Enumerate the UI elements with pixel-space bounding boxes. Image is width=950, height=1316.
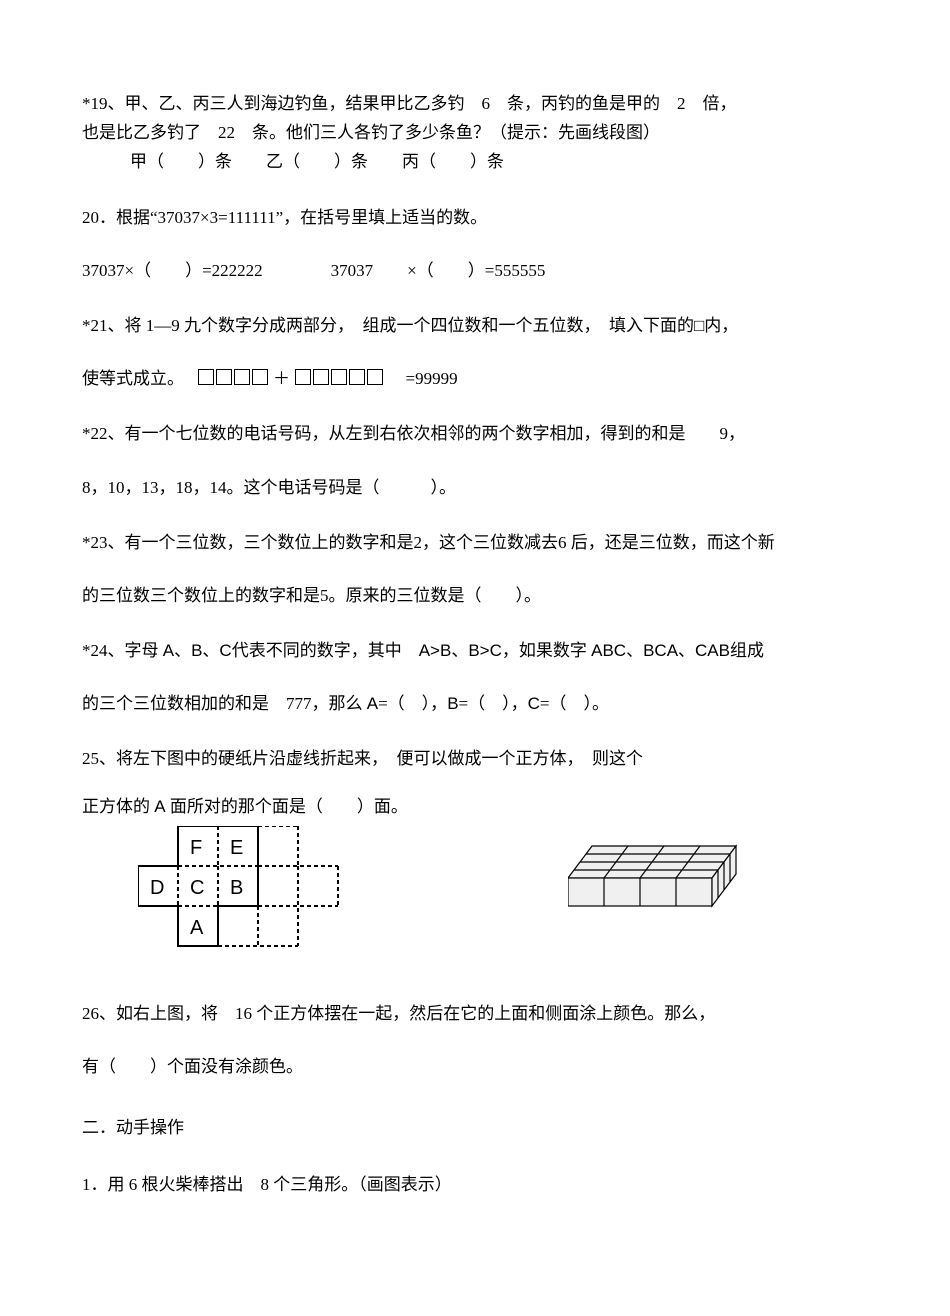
section-2-title: 二．动手操作 (82, 1114, 868, 1141)
question-23: *23、有一个三位数，三个数位上的数字和是2，这个三位数减去6 后，还是三位数，… (82, 529, 868, 609)
q26-line1: 26、如右上图，将 16 个正方体摆在一起，然后在它的上面和侧面涂上颜色。那么， (82, 1000, 868, 1027)
question-21: *21、将 1—9 九个数字分成两部分， 组成一个四位数和一个五位数， 填入下面… (82, 312, 868, 392)
q24-l1-c: 代表不同的数字，其中 (232, 641, 419, 660)
q24-line2: 的三个三位数相加的和是 777，那么 A=（ ），B=（ ），C=（ ）。 (82, 690, 868, 717)
q24-l1-d: A>B、B>C， (419, 641, 519, 660)
net-label-e: E (230, 837, 243, 859)
q24-l2-b: A (367, 694, 378, 713)
section-2-q1: 1．用 6 根火柴棒搭出 8 个三角形。（画图表示） (82, 1171, 868, 1198)
q20-equations: 37037×（ ）=222222 37037 ×（ ）=555555 (82, 257, 868, 284)
q24-l1-a: *24、字母 (82, 641, 163, 660)
placeholder-box (252, 369, 268, 385)
q19-line2: 也是比乙多钓了 22 条。他们三人各钓了多少条鱼？（提示：先画线段图） (82, 119, 868, 146)
question-25: 25、将左下图中的硬纸片沿虚线折起来， 便可以做成一个正方体， 则这个 正方体的… (82, 745, 868, 985)
net-label-c: C (190, 877, 204, 899)
placeholder-box (216, 369, 232, 385)
placeholder-box (349, 369, 365, 385)
q25-l2-b: A (154, 797, 165, 816)
question-22: *22、有一个七位数的电话号码，从左到右依次相邻的两个数字相加，得到的和是 9，… (82, 420, 868, 500)
q24-l2-e: =（ ）， (459, 694, 528, 713)
q25-line2: 正方体的 A 面所对的那个面是（ ）面。 (82, 793, 868, 820)
q21-line2: 使等式成立。 ＋ =99999 (82, 365, 868, 392)
q21-line1: *21、将 1—9 九个数字分成两部分， 组成一个四位数和一个五位数， 填入下面… (82, 312, 868, 339)
q24-l2-f: C (528, 694, 540, 713)
placeholder-box (313, 369, 329, 385)
placeholder-box (331, 369, 347, 385)
q24-l2-g: =（ ）。 (540, 694, 609, 713)
q25-l2-c: 面所对的那个面是（ ）面。 (166, 797, 408, 816)
document-page: *19、甲、乙、丙三人到海边钓鱼，结果甲比乙多钓 6 条，丙钓的鱼是甲的 2 倍… (0, 0, 950, 1259)
net-label-f: F (190, 837, 202, 859)
question-26: 26、如右上图，将 16 个正方体摆在一起，然后在它的上面和侧面涂上颜色。那么，… (82, 1000, 868, 1080)
q26-line2: 有（ ）个面没有涂颜色。 (82, 1053, 868, 1080)
q24-line1: *24、字母 A、B、C代表不同的数字，其中 A>B、B>C，如果数字 ABC、… (82, 637, 868, 664)
placeholder-box (367, 369, 383, 385)
q24-l1-f: ABC、BCA、CAB (591, 641, 730, 660)
q23-line1: *23、有一个三位数，三个数位上的数字和是2，这个三位数减去6 后，还是三位数，… (82, 529, 868, 556)
q24-l2-d: B (447, 694, 458, 713)
cube-net-figure: F E D C B A (138, 826, 378, 986)
q25-line1: 25、将左下图中的硬纸片沿虚线折起来， 便可以做成一个正方体， 则这个 (82, 745, 868, 772)
placeholder-box (295, 369, 311, 385)
q22-line2: 8，10，13，18，14。这个电话号码是（ ）。 (82, 474, 868, 501)
net-label-d: D (150, 877, 164, 899)
q24-l1-b: A、B、C (163, 641, 232, 660)
figures-row: F E D C B A (82, 826, 868, 986)
placeholder-box (234, 369, 250, 385)
q24-l1-g: 组成 (730, 641, 764, 660)
net-label-b: B (230, 877, 243, 899)
question-20: 20．根据“37037×3=111111”，在括号里填上适当的数。 37037×… (82, 204, 868, 284)
q23-line2: 的三位数三个数位上的数字和是5。原来的三位数是（ ）。 (82, 582, 868, 609)
q21-l2-c: =99999 (389, 369, 458, 388)
question-19: *19、甲、乙、丙三人到海边钓鱼，结果甲比乙多钓 6 条，丙钓的鱼是甲的 2 倍… (82, 90, 868, 176)
q24-l2-a: 的三个三位数相加的和是 777，那么 (82, 694, 367, 713)
q19-line1: *19、甲、乙、丙三人到海边钓鱼，结果甲比乙多钓 6 条，丙钓的鱼是甲的 2 倍… (82, 90, 868, 117)
q21-l2-a: 使等式成立。 (82, 369, 193, 388)
q19-answers: 甲（ ）条 乙（ ）条 丙（ ）条 (82, 148, 868, 175)
q21-plus: ＋ (273, 369, 290, 388)
q22-line1: *22、有一个七位数的电话号码，从左到右依次相邻的两个数字相加，得到的和是 9， (82, 420, 868, 447)
q20-line1: 20．根据“37037×3=111111”，在括号里填上适当的数。 (82, 204, 868, 231)
cube-stack-figure (568, 842, 748, 942)
q25-l2-a: 正方体的 (82, 797, 154, 816)
question-24: *24、字母 A、B、C代表不同的数字，其中 A>B、B>C，如果数字 ABC、… (82, 637, 868, 717)
placeholder-box (198, 369, 214, 385)
q24-l2-c: =（ ）， (378, 694, 447, 713)
q24-l1-e: 如果数字 (519, 641, 591, 660)
net-label-a: A (190, 917, 204, 939)
